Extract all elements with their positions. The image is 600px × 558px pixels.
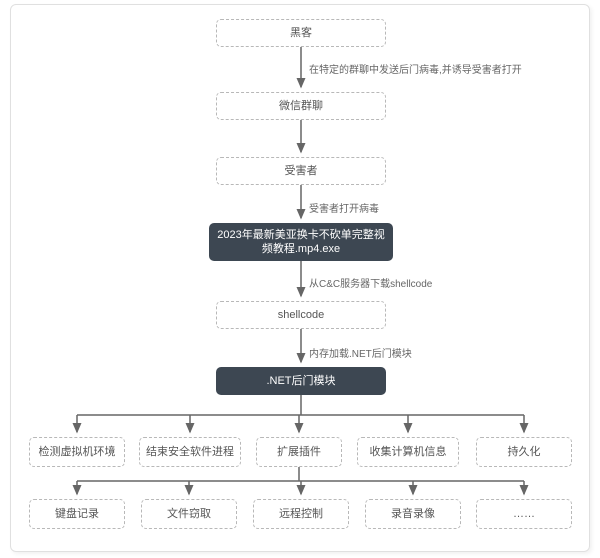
edge-label-e2: 受害者打开病毒 — [309, 200, 379, 215]
node-b4: 收集计算机信息 — [357, 437, 459, 467]
connector-layer — [11, 5, 591, 553]
node-b1: 检测虚拟机环境 — [29, 437, 125, 467]
edge-label-e1: 在特定的群聊中发送后门病毒,并诱导受害者打开 — [309, 61, 522, 76]
edge-label-e3: 从C&C服务器下载shellcode — [309, 275, 432, 290]
node-n1: 黑客 — [216, 19, 386, 47]
node-n2: 微信群聊 — [216, 92, 386, 120]
node-c2: 文件窃取 — [141, 499, 237, 529]
node-b2: 结束安全软件进程 — [139, 437, 241, 467]
node-c4: 录音录像 — [365, 499, 461, 529]
node-n6: .NET后门模块 — [216, 367, 386, 395]
node-c1: 键盘记录 — [29, 499, 125, 529]
node-b3: 扩展插件 — [256, 437, 342, 467]
node-b5: 持久化 — [476, 437, 572, 467]
node-n3: 受害者 — [216, 157, 386, 185]
diagram-canvas: 黑客微信群聊受害者 2023年最新美亚换卡不砍单完整视频教程.mp4.exe she… — [10, 4, 590, 552]
edge-label-e4: 内存加载.NET后门模块 — [309, 345, 412, 360]
node-c3: 远程控制 — [253, 499, 349, 529]
node-c5: …… — [476, 499, 572, 529]
node-n5: shellcode — [216, 301, 386, 329]
node-n4: 2023年最新美亚换卡不砍单完整视频教程.mp4.exe — [209, 223, 393, 261]
